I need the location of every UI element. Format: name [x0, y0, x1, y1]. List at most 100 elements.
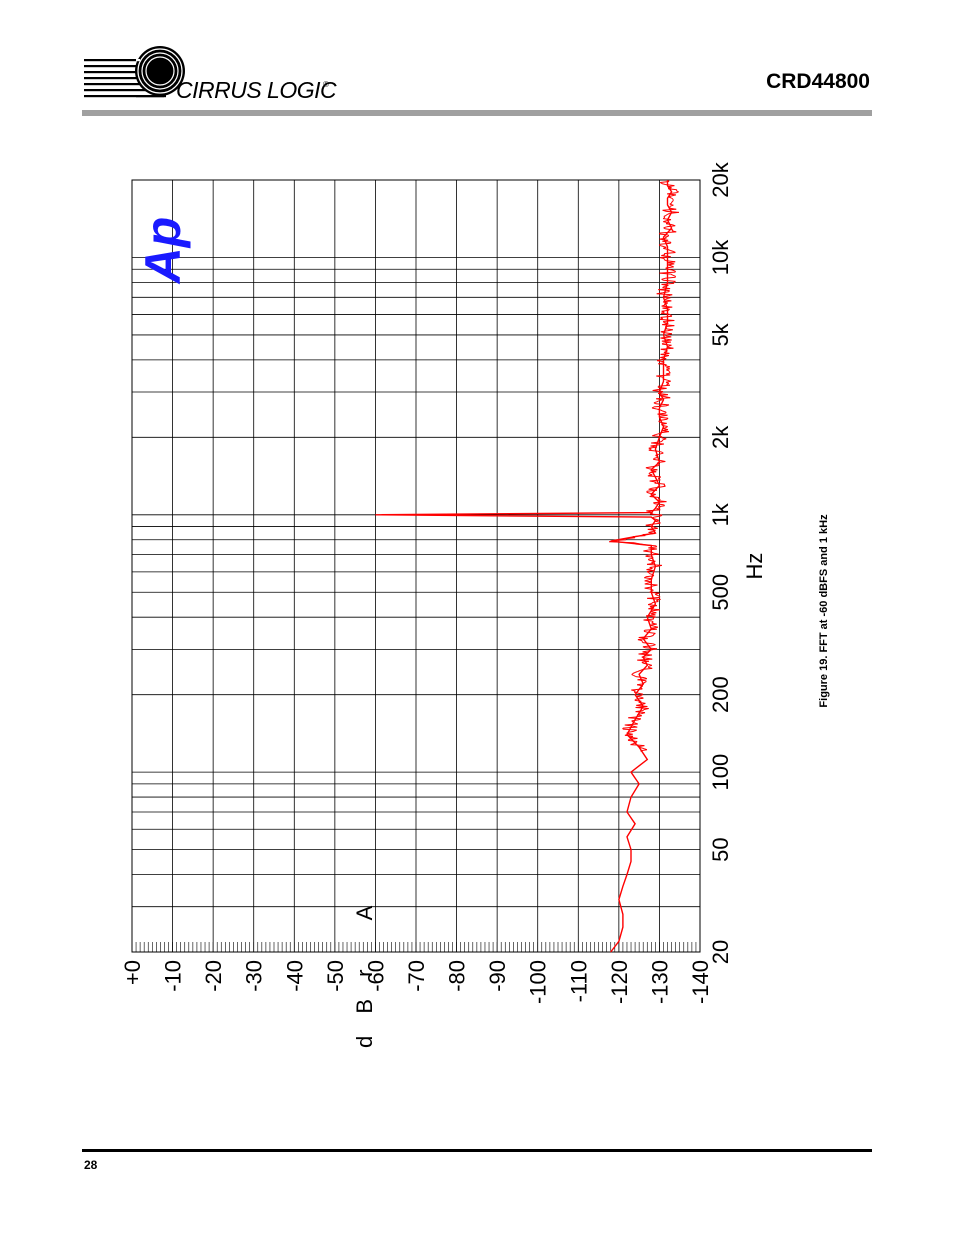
- series-segment: [658, 452, 664, 455]
- series-segment: [654, 503, 664, 506]
- series-segment: [649, 573, 654, 576]
- series-segment: [634, 722, 638, 725]
- series-segment: [647, 603, 652, 606]
- series-segment: [672, 274, 676, 277]
- series-segment: [665, 372, 671, 375]
- series-segment: [659, 231, 677, 234]
- series-segment: [649, 566, 657, 568]
- x-tick-labels: 20 50 100 200 500 1k 2k 5k 10k 20k: [708, 161, 733, 964]
- series-segment: [665, 228, 674, 231]
- x-tick-label: 20: [708, 940, 733, 964]
- series-segment: [660, 347, 674, 350]
- series-segment: [637, 669, 641, 672]
- series-segment: [665, 266, 674, 269]
- ap-watermark: Ap: [135, 217, 191, 286]
- series-segment: [651, 441, 661, 444]
- series-segment: [652, 574, 655, 577]
- y-tick-label: -70: [404, 960, 429, 992]
- series-segment: [652, 434, 656, 437]
- series-segment: [645, 575, 654, 578]
- y-tick-label: -120: [607, 960, 632, 1004]
- series-segment: [652, 465, 659, 468]
- series-segment: [650, 634, 654, 637]
- series-segment: [655, 453, 659, 456]
- series-segment: [649, 495, 653, 497]
- series-segment: [670, 314, 673, 317]
- series-segment: [658, 419, 662, 422]
- y-tick-label: -110: [566, 960, 591, 1002]
- series-segment: [659, 318, 675, 321]
- series-segment: [636, 703, 643, 706]
- series-segment: [660, 440, 663, 443]
- series-segment: [663, 484, 666, 487]
- series-segment: [632, 672, 636, 674]
- series-segment: [663, 215, 667, 217]
- series-segment: [652, 458, 655, 460]
- series-segment: [642, 642, 653, 645]
- series-segment: [662, 286, 665, 288]
- series-segment: [656, 374, 671, 377]
- y-tick-label: -10: [161, 960, 186, 992]
- series-segment: [648, 557, 653, 560]
- x-tick-label: 50: [708, 837, 733, 861]
- series-segment: [663, 218, 672, 221]
- series-segment: [651, 486, 660, 489]
- series-segment: [660, 356, 666, 358]
- series-segment: [659, 416, 669, 419]
- series-segment: [664, 322, 669, 325]
- series-segment: [661, 437, 667, 440]
- series-segment: [643, 630, 646, 632]
- series-segment: [648, 649, 652, 652]
- series-segment: [660, 181, 670, 183]
- series-segment: [672, 224, 676, 227]
- y-gridlines: [131, 180, 701, 952]
- series-segment: [658, 393, 668, 396]
- series-segment: [664, 396, 671, 399]
- series-segment: [676, 190, 679, 193]
- series-segment: [650, 444, 658, 447]
- series-segment: [648, 468, 658, 471]
- series-segment: [646, 568, 653, 571]
- cirrus-logic-logo: [84, 46, 185, 98]
- series-segment: [660, 242, 671, 245]
- series-segment: [651, 622, 657, 625]
- series-segment: [638, 543, 646, 546]
- series-segment: [665, 335, 672, 338]
- series-segment: [649, 513, 663, 516]
- x-tick-label: 5k: [708, 322, 733, 346]
- series-segment: [644, 582, 649, 585]
- series-segment: [633, 675, 637, 678]
- series-segment: [634, 698, 637, 701]
- footer-rule: [82, 1149, 872, 1152]
- series-segment: [633, 542, 640, 545]
- series-segment: [632, 535, 646, 538]
- series-segment: [635, 676, 645, 679]
- series-segment: [637, 678, 647, 681]
- series-segment: [642, 645, 653, 648]
- series-segment: [634, 699, 642, 702]
- series-segment: [609, 540, 613, 543]
- series-segment: [640, 749, 648, 752]
- series-segment: [642, 709, 645, 711]
- series-segment: [643, 630, 649, 633]
- series-segment: [622, 726, 638, 729]
- series-segment: [644, 748, 648, 751]
- series-segment: [657, 412, 666, 415]
- series-segment: [665, 235, 669, 238]
- page-number: 28: [84, 1158, 98, 1172]
- series-segment: [661, 342, 664, 345]
- series-segment: [669, 202, 672, 205]
- series-segment: [641, 696, 644, 699]
- series-segment: [648, 473, 653, 476]
- registered-mark: ®: [323, 80, 329, 89]
- series-segment: [659, 271, 676, 274]
- series-segment: [648, 488, 658, 491]
- series-segment: [649, 559, 656, 562]
- series-segment: [662, 410, 667, 413]
- series-segment: [660, 418, 668, 421]
- series-segment: [667, 248, 671, 251]
- brand-wordmark: CIRRUS LOGIC: [176, 77, 337, 103]
- series-segment: [650, 588, 654, 591]
- series-segment: [644, 579, 649, 582]
- series-segment: [670, 250, 674, 252]
